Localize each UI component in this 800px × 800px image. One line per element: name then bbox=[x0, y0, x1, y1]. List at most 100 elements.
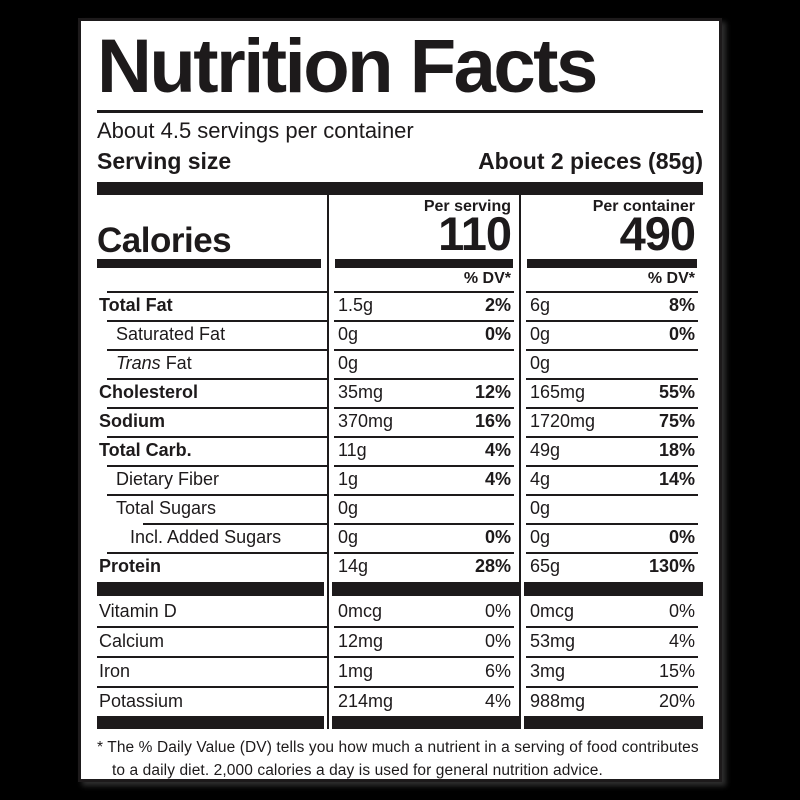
calories-cell: Calories bbox=[97, 195, 327, 291]
serving-dv: 4% bbox=[484, 691, 511, 712]
serving-amount: 0g bbox=[338, 527, 359, 548]
serving-dv: 0% bbox=[484, 631, 511, 652]
dv-header-container: % DV* bbox=[647, 270, 695, 288]
calories-bar-col2 bbox=[335, 259, 513, 269]
serving-dv: 0% bbox=[484, 324, 511, 345]
serving-dv: 0% bbox=[484, 601, 511, 622]
label-title: Nutrition Facts bbox=[97, 24, 598, 109]
container-dv: 20% bbox=[658, 691, 695, 712]
nutrient-name: Incl. Added Sugars bbox=[130, 527, 282, 548]
row-protein: Protein 14g 28% 65g 130% bbox=[97, 552, 703, 582]
row-total-fat: Total Fat 1.5g 2% 6g 8% bbox=[97, 291, 703, 321]
nutrient-name: Total Carb. bbox=[99, 440, 192, 461]
nutrient-name: Dietary Fiber bbox=[116, 469, 220, 490]
serving-dv: 4% bbox=[484, 440, 511, 461]
footer-divider-bar bbox=[97, 716, 703, 730]
container-amount: 53mg bbox=[530, 631, 576, 652]
serving-amount: 0g bbox=[338, 498, 359, 519]
calories-per-serving-value: 110 bbox=[438, 207, 512, 261]
serving-amount: 0g bbox=[338, 353, 359, 374]
row-total-sugars: Total Sugars 0g 0g bbox=[97, 494, 703, 524]
serving-dv: 12% bbox=[474, 382, 511, 403]
nutrient-name: Iron bbox=[99, 661, 131, 682]
serving-dv: 4% bbox=[484, 469, 511, 490]
serving-amount: 12mg bbox=[338, 631, 384, 652]
serving-dv: 28% bbox=[474, 556, 511, 577]
nutrient-name: Fat bbox=[160, 353, 192, 374]
container-amount: 0g bbox=[530, 353, 551, 374]
container-dv: 130% bbox=[648, 556, 695, 577]
row-added-sugars: Incl. Added Sugars 0g 0% 0g 0% bbox=[97, 523, 703, 553]
serving-amount: 1mg bbox=[338, 661, 374, 682]
container-dv: 55% bbox=[658, 382, 695, 403]
container-dv: 75% bbox=[658, 411, 695, 432]
section-divider-bar bbox=[97, 581, 703, 597]
serving-amount: 0mcg bbox=[338, 601, 383, 622]
serving-dv: 6% bbox=[484, 661, 511, 682]
title-rule bbox=[97, 110, 703, 114]
nutrient-name: Sodium bbox=[99, 411, 165, 432]
container-amount: 3mg bbox=[530, 661, 566, 682]
calories-row: Calories Per serving 110 % DV* Per conta… bbox=[97, 195, 703, 292]
serving-amount: 14g bbox=[338, 556, 369, 577]
serving-dv: 16% bbox=[474, 411, 511, 432]
serving-size-row: Serving size About 2 pieces (85g) bbox=[97, 148, 703, 176]
nutrient-name: Vitamin D bbox=[99, 601, 177, 622]
container-amount: 65g bbox=[530, 556, 561, 577]
per-container-header: Per container bbox=[592, 198, 695, 216]
header-divider-bar bbox=[97, 182, 703, 196]
container-amount: 0g bbox=[530, 527, 551, 548]
nutrient-name: Potassium bbox=[99, 691, 184, 712]
nutrient-name: Total Fat bbox=[99, 295, 173, 316]
serving-amount: 0g bbox=[338, 324, 359, 345]
container-amount: 1720mg bbox=[530, 411, 596, 432]
serving-size-label: Serving size bbox=[97, 147, 232, 174]
row-total-carb: Total Carb. 11g 4% 49g 18% bbox=[97, 436, 703, 466]
container-dv: 0% bbox=[668, 601, 695, 622]
row-dietary-fiber: Dietary Fiber 1g 4% 4g 14% bbox=[97, 465, 703, 495]
container-amount: 6g bbox=[530, 295, 551, 316]
nutrient-name-italic: Trans bbox=[116, 353, 161, 374]
nutrient-name: Cholesterol bbox=[99, 382, 199, 403]
serving-size-value: About 2 pieces (85g) bbox=[478, 147, 703, 174]
serving-dv: 2% bbox=[484, 295, 511, 316]
nutrient-name: Protein bbox=[99, 556, 162, 577]
container-amount: 988mg bbox=[530, 691, 586, 712]
nutrient-name: Calcium bbox=[99, 631, 165, 652]
container-dv: 18% bbox=[658, 440, 695, 461]
container-dv: 4% bbox=[668, 631, 695, 652]
serving-amount: 11g bbox=[338, 440, 367, 461]
container-amount: 0g bbox=[530, 324, 551, 345]
serving-amount: 370mg bbox=[338, 411, 394, 432]
nutrient-name: Saturated Fat bbox=[116, 324, 226, 345]
container-dv: 15% bbox=[658, 661, 695, 682]
container-dv: 0% bbox=[668, 324, 695, 345]
row-potassium: Potassium 214mg 4% 988mg 20% bbox=[97, 686, 703, 717]
row-cholesterol: Cholesterol 35mg 12% 165mg 55% bbox=[97, 378, 703, 408]
calories-per-container-value: 490 bbox=[619, 207, 696, 261]
nutrition-facts-label: Nutrition Facts About 4.5 servings per c… bbox=[78, 18, 722, 782]
container-dv: 0% bbox=[668, 527, 695, 548]
container-amount: 49g bbox=[530, 440, 561, 461]
container-amount: 4g bbox=[530, 469, 551, 490]
container-amount: 165mg bbox=[530, 382, 586, 403]
per-serving-header: Per serving bbox=[423, 198, 511, 216]
calories-label: Calories bbox=[97, 221, 232, 261]
row-sodium: Sodium 370mg 16% 1720mg 75% bbox=[97, 407, 703, 437]
container-dv: 8% bbox=[668, 295, 695, 316]
container-amount: 0mcg bbox=[530, 601, 575, 622]
serving-amount: 214mg bbox=[338, 691, 394, 712]
calories-bar-col3 bbox=[527, 259, 697, 269]
row-calcium: Calcium 12mg 0% 53mg 4% bbox=[97, 626, 703, 657]
daily-value-footnote: * The % Daily Value (DV) tells you how m… bbox=[97, 739, 699, 779]
row-trans-fat: Trans Fat 0g 0g bbox=[97, 349, 703, 379]
servings-per-container: About 4.5 servings per container bbox=[97, 118, 414, 144]
container-dv: 14% bbox=[658, 469, 695, 490]
row-vitamin-d: Vitamin D 0mcg 0% 0mcg 0% bbox=[97, 596, 703, 627]
serving-dv: 0% bbox=[484, 527, 511, 548]
dv-header-serving: % DV* bbox=[463, 270, 511, 288]
container-amount: 0g bbox=[530, 498, 551, 519]
serving-amount: 1g bbox=[338, 469, 359, 490]
serving-amount: 35mg bbox=[338, 382, 384, 403]
